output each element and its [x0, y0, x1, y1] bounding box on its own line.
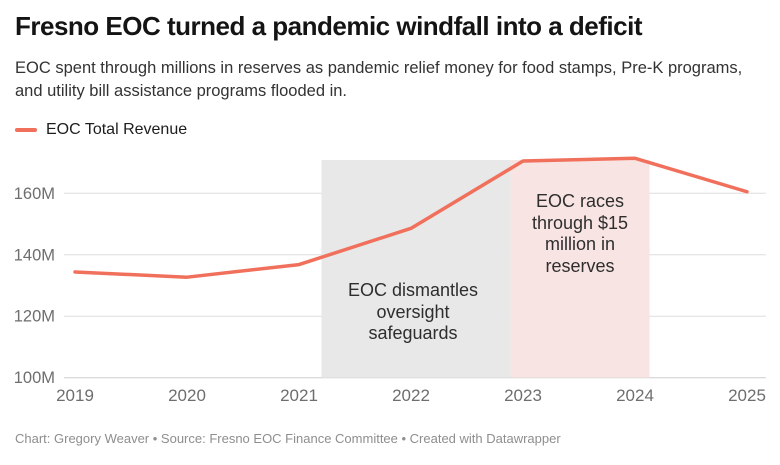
x-axis-label: 2022: [392, 386, 430, 405]
y-axis-label: 100M: [14, 369, 55, 387]
chart-title: Fresno EOC turned a pandemic windfall in…: [15, 11, 642, 41]
legend-label: EOC Total Revenue: [46, 121, 188, 138]
annotation-reserves: EOC races through $15 million in reserve…: [531, 191, 629, 276]
x-axis-label: 2024: [616, 386, 654, 405]
y-axis-label: 160M: [14, 185, 55, 203]
highlight-region: [510, 160, 650, 378]
x-axis-label: 2020: [168, 386, 206, 405]
line-chart-plot: 100M 120M 140M 160M 2019 2020 2021 2022 2023 2024…: [14, 156, 766, 405]
legend-line-swatch: [15, 128, 37, 132]
y-axis-label: 120M: [14, 308, 55, 326]
x-axis-label: 2019: [56, 386, 94, 405]
attribution-footer: Chart: Gregory Weaver • Source: Fresno E…: [15, 431, 561, 446]
x-axis-label: 2021: [280, 386, 318, 405]
y-axis-label: 140M: [14, 246, 55, 264]
x-axis-label: 2023: [504, 386, 542, 405]
x-axis-label: 2025: [728, 386, 766, 405]
revenue-line: [73, 156, 749, 279]
highlight-region: [321, 160, 511, 378]
legend: EOC Total Revenue: [15, 121, 187, 139]
chart-subtitle: EOC spent through millions in reserves a…: [15, 59, 743, 100]
annotation-oversight: EOC dismantles oversight safeguards: [347, 280, 479, 343]
